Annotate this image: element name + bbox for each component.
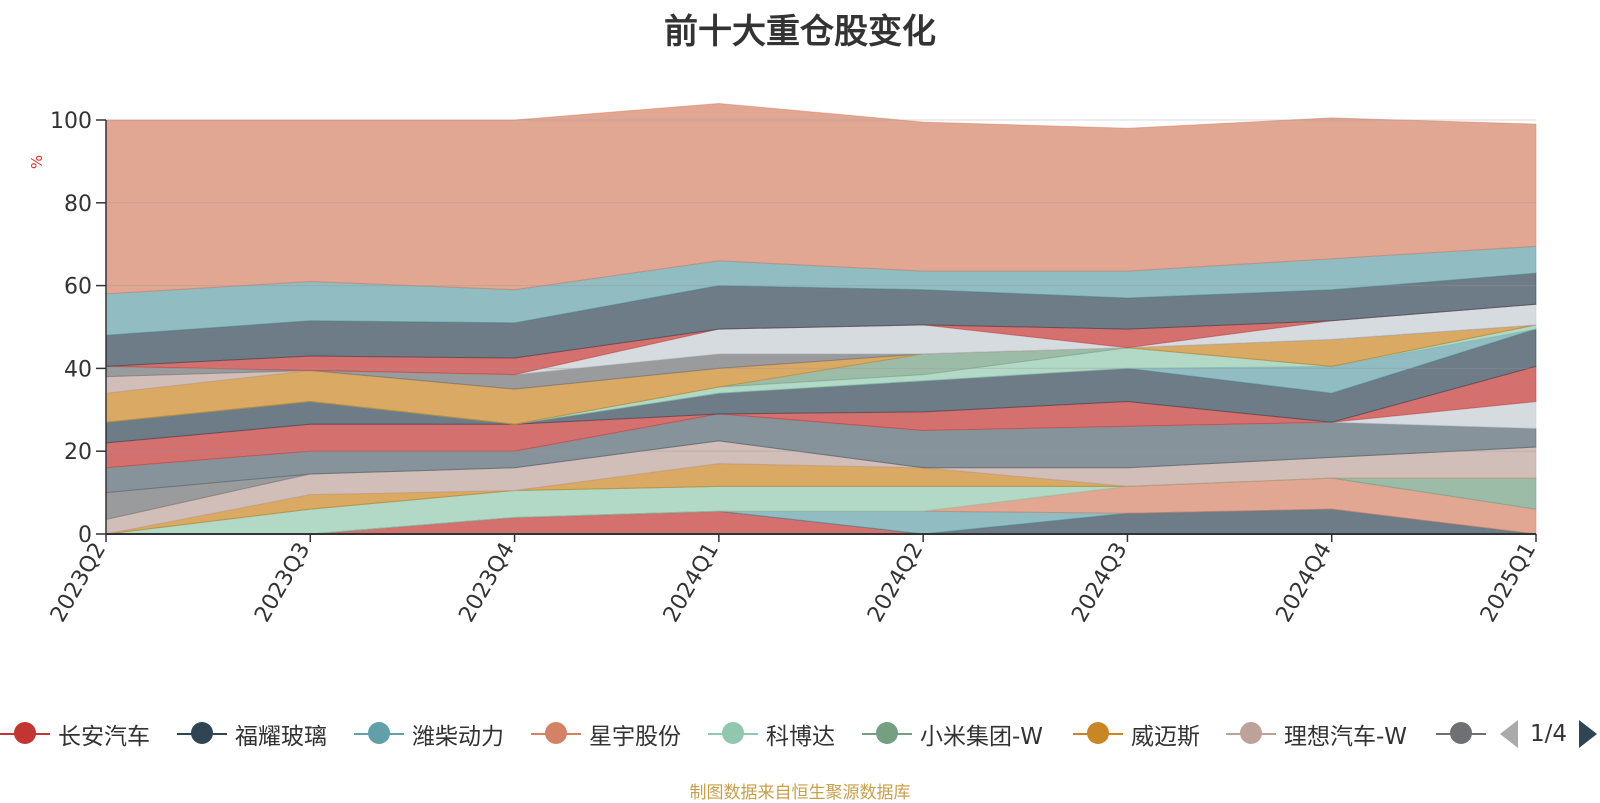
x-tick-label-5: 2024Q3 — [1067, 539, 1132, 627]
data-source-note: 制图数据来自恒生聚源数据库 — [689, 783, 911, 803]
legend-item-5[interactable]: 小米集团-W — [862, 712, 1043, 756]
legend: 长安汽车 福耀玻璃 潍柴动力 星宇股份 科博达 小米集团-W 威迈斯 理想汽车-W — [0, 712, 1600, 756]
legend-swatch-icon — [354, 712, 404, 756]
x-tick-label-0: 2023Q2 — [46, 539, 111, 627]
areas-layer — [105, 102, 1537, 535]
y-tick-label-20: 20 — [64, 440, 92, 465]
legend-label: 星宇股份 — [589, 724, 681, 750]
legend-label: 福耀玻璃 — [235, 724, 327, 750]
x-tick-label-3: 2024Q1 — [659, 539, 724, 627]
legend-item-3[interactable]: 星宇股份 — [531, 712, 681, 756]
legend-swatch-icon — [708, 712, 758, 756]
legend-swatch-icon — [531, 712, 581, 756]
legend-item-partial[interactable] — [1436, 712, 1486, 756]
legend-swatch-icon — [862, 712, 912, 756]
grid-layer — [106, 119, 1536, 452]
legend-label: 科博达 — [766, 724, 835, 750]
legend-item-6[interactable]: 威迈斯 — [1073, 712, 1200, 756]
legend-label: 理想汽车-W — [1284, 724, 1408, 750]
legend-label: 潍柴动力 — [412, 724, 504, 750]
y-axis-unit: % — [28, 155, 46, 169]
y-tick-label-100: 100 — [50, 109, 92, 134]
legend-next-page-icon[interactable] — [1579, 720, 1598, 748]
x-tick-label-2: 2023Q4 — [454, 539, 519, 627]
legend-item-2[interactable]: 潍柴动力 — [354, 712, 504, 756]
legend-swatch-icon — [1436, 712, 1486, 756]
legend-prev-page-icon[interactable] — [1500, 720, 1518, 748]
legend-label: 小米集团-W — [920, 724, 1044, 750]
legend-swatch-icon — [1073, 712, 1123, 756]
x-tick-label-4: 2024Q2 — [863, 539, 928, 627]
y-tick-label-60: 60 — [64, 275, 92, 300]
legend-page-indicator: 1/4 — [1530, 721, 1568, 747]
area-series-23[interactable] — [105, 102, 1537, 295]
legend-label: 长安汽车 — [58, 724, 150, 750]
y-tick-label-80: 80 — [64, 192, 92, 217]
legend-swatch-icon — [177, 712, 227, 756]
legend-label: 威迈斯 — [1131, 724, 1200, 750]
legend-item-0[interactable]: 长安汽车 — [0, 712, 150, 756]
x-tick-label-7: 2025Q1 — [1476, 539, 1541, 627]
legend-pager: 1/4 — [1500, 712, 1598, 756]
x-tick-label-6: 2024Q4 — [1272, 539, 1337, 627]
y-tick-label-40: 40 — [64, 357, 92, 382]
chart-title: 前十大重仓股变化 — [664, 12, 936, 52]
y-tick-label-0: 0 — [78, 523, 92, 548]
x-tick-label-1: 2023Q3 — [250, 539, 315, 627]
legend-item-4[interactable]: 科博达 — [708, 712, 835, 756]
legend-swatch-icon — [1226, 712, 1276, 756]
legend-item-1[interactable]: 福耀玻璃 — [177, 712, 327, 756]
legend-item-7[interactable]: 理想汽车-W — [1226, 712, 1407, 756]
legend-swatch-icon — [0, 712, 50, 756]
